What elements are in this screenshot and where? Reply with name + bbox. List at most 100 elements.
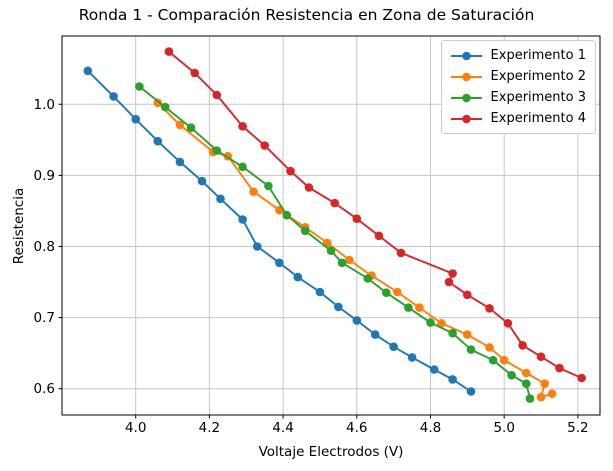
data-point-experimento-1[interactable]: [252, 242, 262, 251]
data-point-experimento-1[interactable]: [83, 66, 93, 76]
legend-entry[interactable]: Experimento 4: [450, 108, 586, 129]
data-point-experimento-1[interactable]: [238, 215, 247, 224]
x-tick-label: 5.2: [567, 420, 588, 436]
legend-line-sample: [450, 72, 482, 81]
data-point-experimento-3[interactable]: [382, 288, 391, 298]
series-line-experimento-1: [86, 69, 472, 393]
data-point-experimento-4[interactable]: [536, 352, 546, 362]
legend-line-sample: [450, 93, 482, 102]
data-point-experimento-2[interactable]: [437, 319, 446, 328]
y-axis-label: Resistencia: [11, 187, 27, 265]
data-point-experimento-4[interactable]: [286, 166, 295, 176]
data-point-experimento-1[interactable]: [275, 258, 284, 268]
data-point-experimento-3[interactable]: [466, 345, 476, 354]
data-point-experimento-1[interactable]: [407, 353, 417, 362]
data-point-experimento-3[interactable]: [522, 379, 531, 389]
x-axis-label: Voltaje Electrodos (V): [258, 444, 404, 460]
data-point-experimento-4[interactable]: [518, 341, 527, 350]
data-point-experimento-1[interactable]: [448, 375, 457, 384]
legend-label: Experimento 4: [490, 111, 586, 126]
data-point-experimento-1[interactable]: [131, 114, 140, 124]
legend-line-sample: [450, 114, 482, 123]
data-point-experimento-4[interactable]: [463, 290, 472, 300]
data-point-experimento-3[interactable]: [448, 328, 457, 338]
data-point-experimento-3[interactable]: [337, 258, 347, 268]
data-point-experimento-2[interactable]: [547, 389, 557, 399]
data-point-experimento-4[interactable]: [330, 198, 340, 208]
data-point-experimento-1[interactable]: [293, 272, 303, 282]
data-point-experimento-4[interactable]: [238, 122, 247, 131]
data-point-experimento-1[interactable]: [466, 387, 476, 396]
data-point-experimento-1[interactable]: [109, 92, 118, 101]
data-point-experimento-4[interactable]: [555, 363, 564, 373]
legend-marker-icon: [461, 93, 471, 102]
data-point-experimento-2[interactable]: [463, 330, 472, 339]
data-point-experimento-2[interactable]: [540, 379, 549, 389]
data-point-experimento-1[interactable]: [370, 330, 380, 339]
series-line-experimento-4: [167, 50, 583, 379]
legend-line-sample: [450, 51, 482, 60]
data-point-experimento-2[interactable]: [499, 355, 509, 365]
data-point-experimento-3[interactable]: [426, 318, 435, 327]
x-tick-label: 4.6: [346, 420, 367, 436]
data-point-experimento-4[interactable]: [190, 68, 199, 78]
x-tick-label: 4.0: [125, 420, 146, 436]
data-point-experimento-1[interactable]: [197, 176, 207, 186]
legend: Experimento 1 Experimento 2 Experimento 3 E…: [440, 40, 596, 134]
data-point-experimento-2[interactable]: [522, 368, 531, 378]
legend-entry[interactable]: Experimento 2: [450, 66, 586, 87]
data-point-experimento-4[interactable]: [444, 277, 454, 287]
data-point-experimento-2[interactable]: [485, 343, 494, 352]
data-point-experimento-4[interactable]: [503, 319, 513, 328]
legend-label: Experimento 1: [490, 48, 586, 63]
data-point-experimento-1[interactable]: [175, 157, 185, 167]
chart-title: Ronda 1 - Comparación Resistencia en Zon…: [78, 6, 535, 24]
data-point-experimento-2[interactable]: [175, 120, 185, 130]
data-point-experimento-3[interactable]: [212, 146, 222, 155]
data-point-experimento-4[interactable]: [164, 47, 174, 56]
data-point-experimento-3[interactable]: [135, 82, 144, 91]
data-point-experimento-4[interactable]: [352, 214, 362, 223]
data-point-experimento-4[interactable]: [448, 269, 457, 278]
data-point-experimento-2[interactable]: [415, 303, 424, 312]
data-point-experimento-1[interactable]: [389, 342, 398, 352]
data-point-experimento-3[interactable]: [525, 394, 535, 403]
data-point-experimento-1[interactable]: [334, 302, 343, 312]
data-point-experimento-2[interactable]: [345, 255, 354, 265]
data-point-experimento-4[interactable]: [260, 141, 270, 150]
data-point-experimento-3[interactable]: [326, 246, 336, 255]
data-point-experimento-3[interactable]: [160, 102, 170, 112]
data-point-experimento-1[interactable]: [352, 316, 362, 325]
y-tick-label: 1.0: [34, 97, 55, 113]
data-point-experimento-4[interactable]: [485, 304, 494, 313]
data-point-experimento-3[interactable]: [238, 162, 247, 172]
data-point-experimento-2[interactable]: [249, 187, 258, 196]
data-point-experimento-1[interactable]: [315, 287, 325, 297]
data-point-experimento-3[interactable]: [264, 181, 273, 191]
data-point-experimento-3[interactable]: [300, 226, 310, 236]
legend-label: Experimento 3: [490, 90, 586, 105]
data-point-experimento-1[interactable]: [153, 136, 163, 146]
legend-entry[interactable]: Experimento 1: [450, 45, 586, 66]
legend-entry[interactable]: Experimento 3: [450, 87, 586, 108]
data-point-experimento-4[interactable]: [396, 248, 406, 258]
data-point-experimento-4[interactable]: [374, 231, 384, 241]
data-point-experimento-4[interactable]: [304, 183, 314, 192]
y-tick-label: 0.8: [34, 239, 55, 255]
y-tick-label: 0.6: [34, 381, 55, 397]
data-point-experimento-1[interactable]: [216, 194, 225, 204]
data-point-experimento-3[interactable]: [488, 355, 498, 365]
data-point-experimento-2[interactable]: [393, 287, 402, 297]
data-point-experimento-4[interactable]: [577, 373, 586, 383]
data-point-experimento-3[interactable]: [404, 303, 413, 312]
data-point-experimento-4[interactable]: [212, 90, 222, 100]
data-point-experimento-1[interactable]: [429, 365, 439, 374]
legend-marker-icon: [461, 114, 471, 123]
data-point-experimento-3[interactable]: [282, 210, 292, 220]
legend-label: Experimento 2: [490, 69, 586, 84]
data-point-experimento-3[interactable]: [507, 370, 516, 380]
data-point-experimento-3[interactable]: [363, 274, 373, 283]
data-point-experimento-2[interactable]: [536, 392, 546, 402]
data-point-experimento-3[interactable]: [186, 123, 196, 132]
